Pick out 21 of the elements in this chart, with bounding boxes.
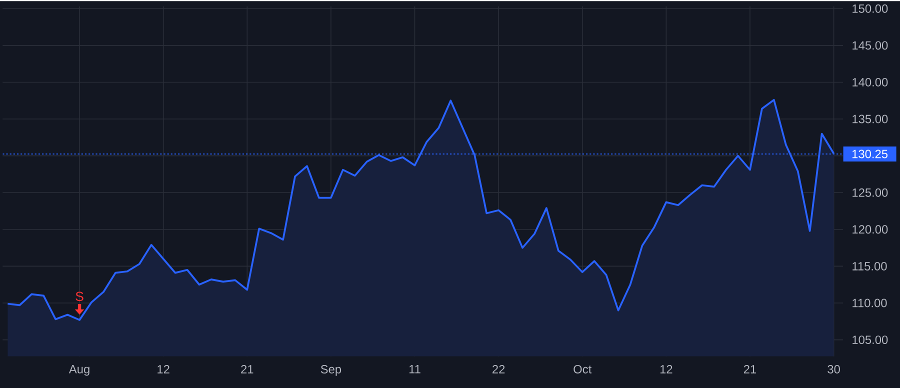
x-tick-label: Aug: [68, 364, 90, 376]
y-tick-label: 110.00: [852, 298, 887, 308]
x-tick-label: 11: [409, 364, 420, 374]
y-tick-label: 115.00: [852, 262, 887, 270]
y-tick-label: 135.00: [852, 114, 888, 124]
y-tick-label: 145.00: [852, 41, 888, 50]
annotation: S: [76, 292, 84, 302]
x-tick-label: 12: [660, 364, 672, 374]
x-tick-label: 21: [744, 364, 756, 374]
x-tick-label: 12: [158, 364, 170, 374]
y-tick-label: 140.00: [852, 78, 888, 86]
y-tick-label: 105.00: [852, 335, 888, 344]
y-tick-label: 125.00: [852, 188, 888, 197]
ref-line-label: 130.25: [852, 150, 888, 158]
x-tick-label: 21: [241, 364, 254, 374]
x-tick-label: 30: [828, 364, 840, 374]
y-tick-label: 120.00: [852, 225, 888, 234]
x-tick-label: Sep: [320, 364, 342, 376]
x-tick-label: 22: [492, 364, 505, 374]
y-tick-label: 150.00: [852, 4, 888, 13]
x-tick-label: Oct: [574, 364, 592, 374]
